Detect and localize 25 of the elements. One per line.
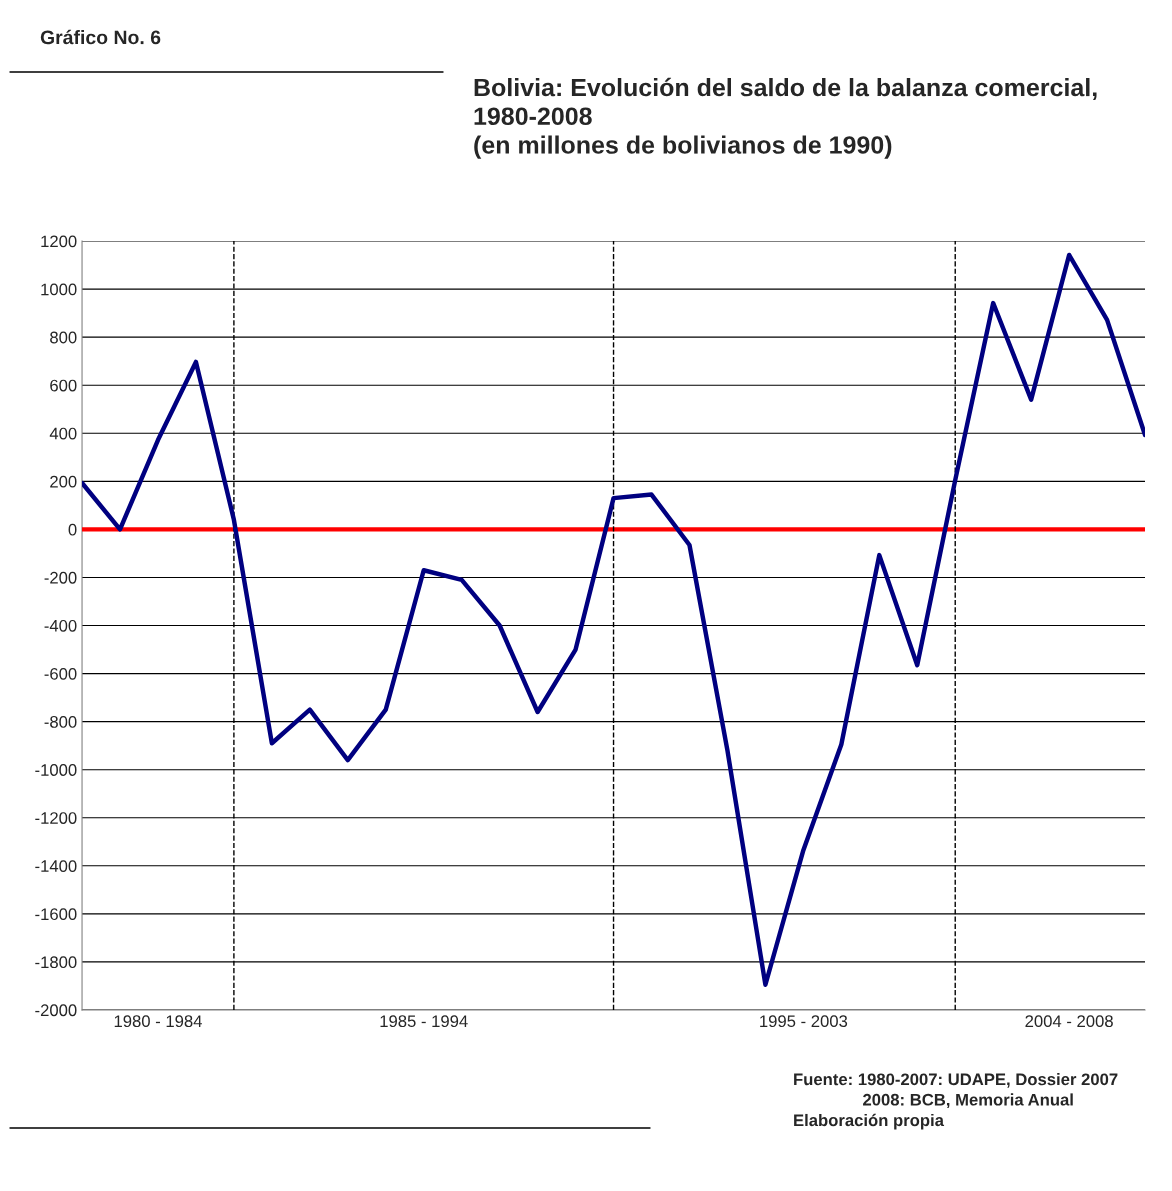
y-tick-label: 800	[50, 331, 77, 344]
y-tick-label: -1600	[35, 908, 77, 921]
chart-title: Bolivia: Evolución del saldo de la balanza comercial, 1980-2008 (en millones de bolivianos de 1990)	[474, 77, 1097, 159]
y-tick-label: 1200	[41, 235, 77, 248]
y-tick-label: -1800	[35, 956, 77, 969]
y-tick-label: 1000	[41, 283, 77, 296]
x-tick-label: 1980 - 1984	[114, 1015, 202, 1028]
text: Gráfico No. 6	[40, 29, 161, 45]
y-tick-label: -600	[44, 667, 77, 680]
x-tick-label: 1985 - 1994	[380, 1015, 468, 1028]
y-tick-label: -800	[44, 716, 77, 728]
y-tick-label: -1000	[35, 764, 77, 776]
source-note: Fuente: 1980-2007: UDAPE, Dossier 2007 2008: BCB, Memoria Anual Elaboración propia	[794, 1073, 1118, 1130]
line-series	[82, 252, 1146, 987]
y-tick-label: 600	[50, 379, 77, 392]
y-tick-label: 0	[68, 523, 77, 536]
x-tick-label: 2004 - 2008	[1025, 1015, 1113, 1028]
y-tick-label: 200	[50, 475, 77, 488]
y-tick-label: -200	[44, 571, 77, 584]
y-tick-label: 400	[49, 427, 77, 440]
y-tick-label: -1400	[35, 860, 77, 872]
x-tick-label: 1995 - 2003	[760, 1015, 848, 1028]
y-tick-label: -1200	[35, 812, 77, 824]
y-tick-label: -400	[44, 619, 77, 632]
y-tick-label: -2000	[35, 1004, 77, 1017]
